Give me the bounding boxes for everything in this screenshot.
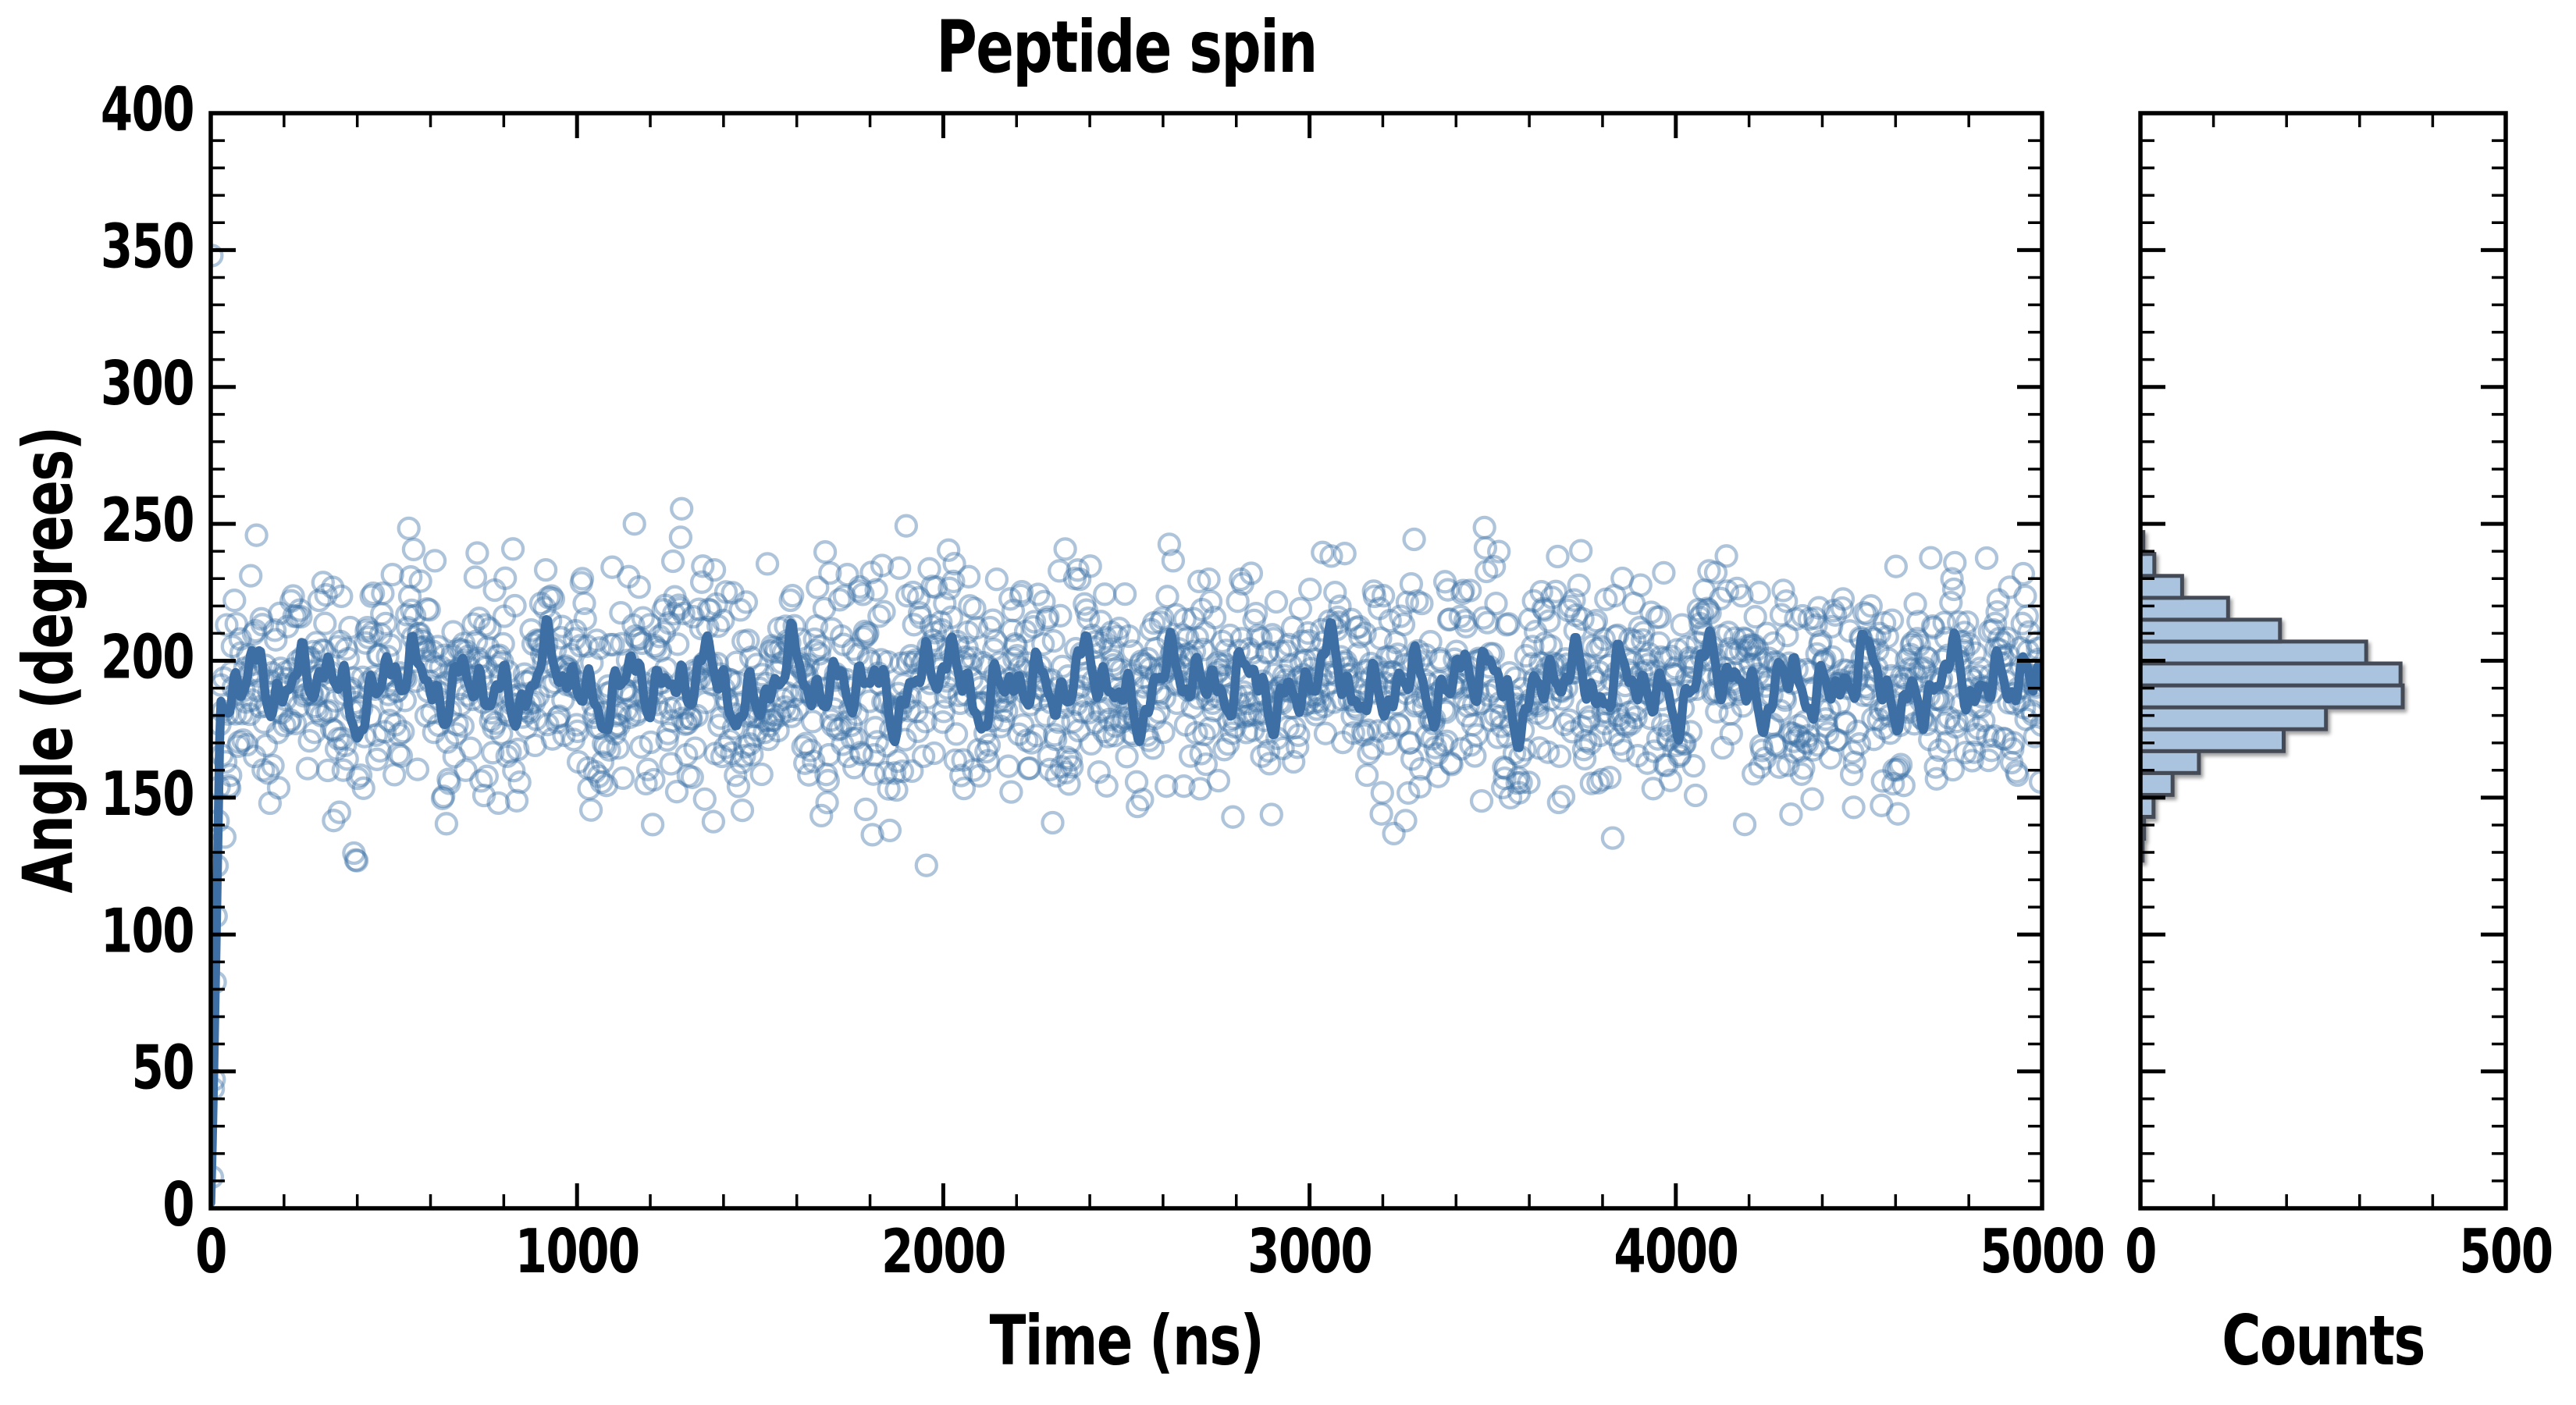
svg-text:300: 300 [101,349,194,419]
svg-text:3000: 3000 [1247,1217,1372,1287]
histogram-bar [2140,639,2368,666]
axis-ticks-main [208,111,2044,1211]
svg-text:50: 50 [132,1033,194,1104]
axis-ticks-hist [2138,111,2508,1211]
running-mean-line [211,614,2042,1208]
histogram-bar [2140,727,2286,753]
histogram-bar [2140,661,2403,688]
svg-text:200: 200 [101,623,194,693]
histogram-bar [2140,617,2282,644]
histogram-bar [2140,552,2157,578]
svg-text:0: 0 [162,1170,194,1240]
svg-text:1000: 1000 [515,1217,639,1287]
x-axis-label: Time (ns) [990,1301,1264,1382]
svg-text:350: 350 [101,212,194,282]
y-axis-label: Angle (degrees) [9,428,89,894]
svg-text:250: 250 [101,486,194,556]
chart-title: Peptide spin [936,5,1317,89]
svg-text:400: 400 [101,75,194,145]
svg-text:100: 100 [101,896,194,966]
histogram-bar [2140,683,2405,710]
svg-text:4000: 4000 [1614,1217,1738,1287]
histogram-bar [2140,574,2184,600]
svg-text:0: 0 [2125,1217,2156,1287]
svg-text:5000: 5000 [1980,1217,2105,1287]
histogram-bar [2140,770,2175,797]
svg-text:150: 150 [101,759,194,830]
chart-content: 0 1000 2000 3000 4000 50000501001502002503003… [101,75,2553,1287]
hist-x-axis-label: Counts [2222,1301,2425,1382]
histogram-bar [2140,596,2230,622]
svg-text:0: 0 [195,1217,226,1287]
histogram-bars [2140,530,2405,863]
svg-text:500: 500 [2459,1217,2552,1287]
svg-text:2000: 2000 [881,1217,1005,1287]
tick-labels: 0 1000 2000 3000 4000 50000501001502002503003… [101,75,2553,1287]
histogram-bar [2140,705,2329,731]
scatter-series [211,244,2042,1208]
